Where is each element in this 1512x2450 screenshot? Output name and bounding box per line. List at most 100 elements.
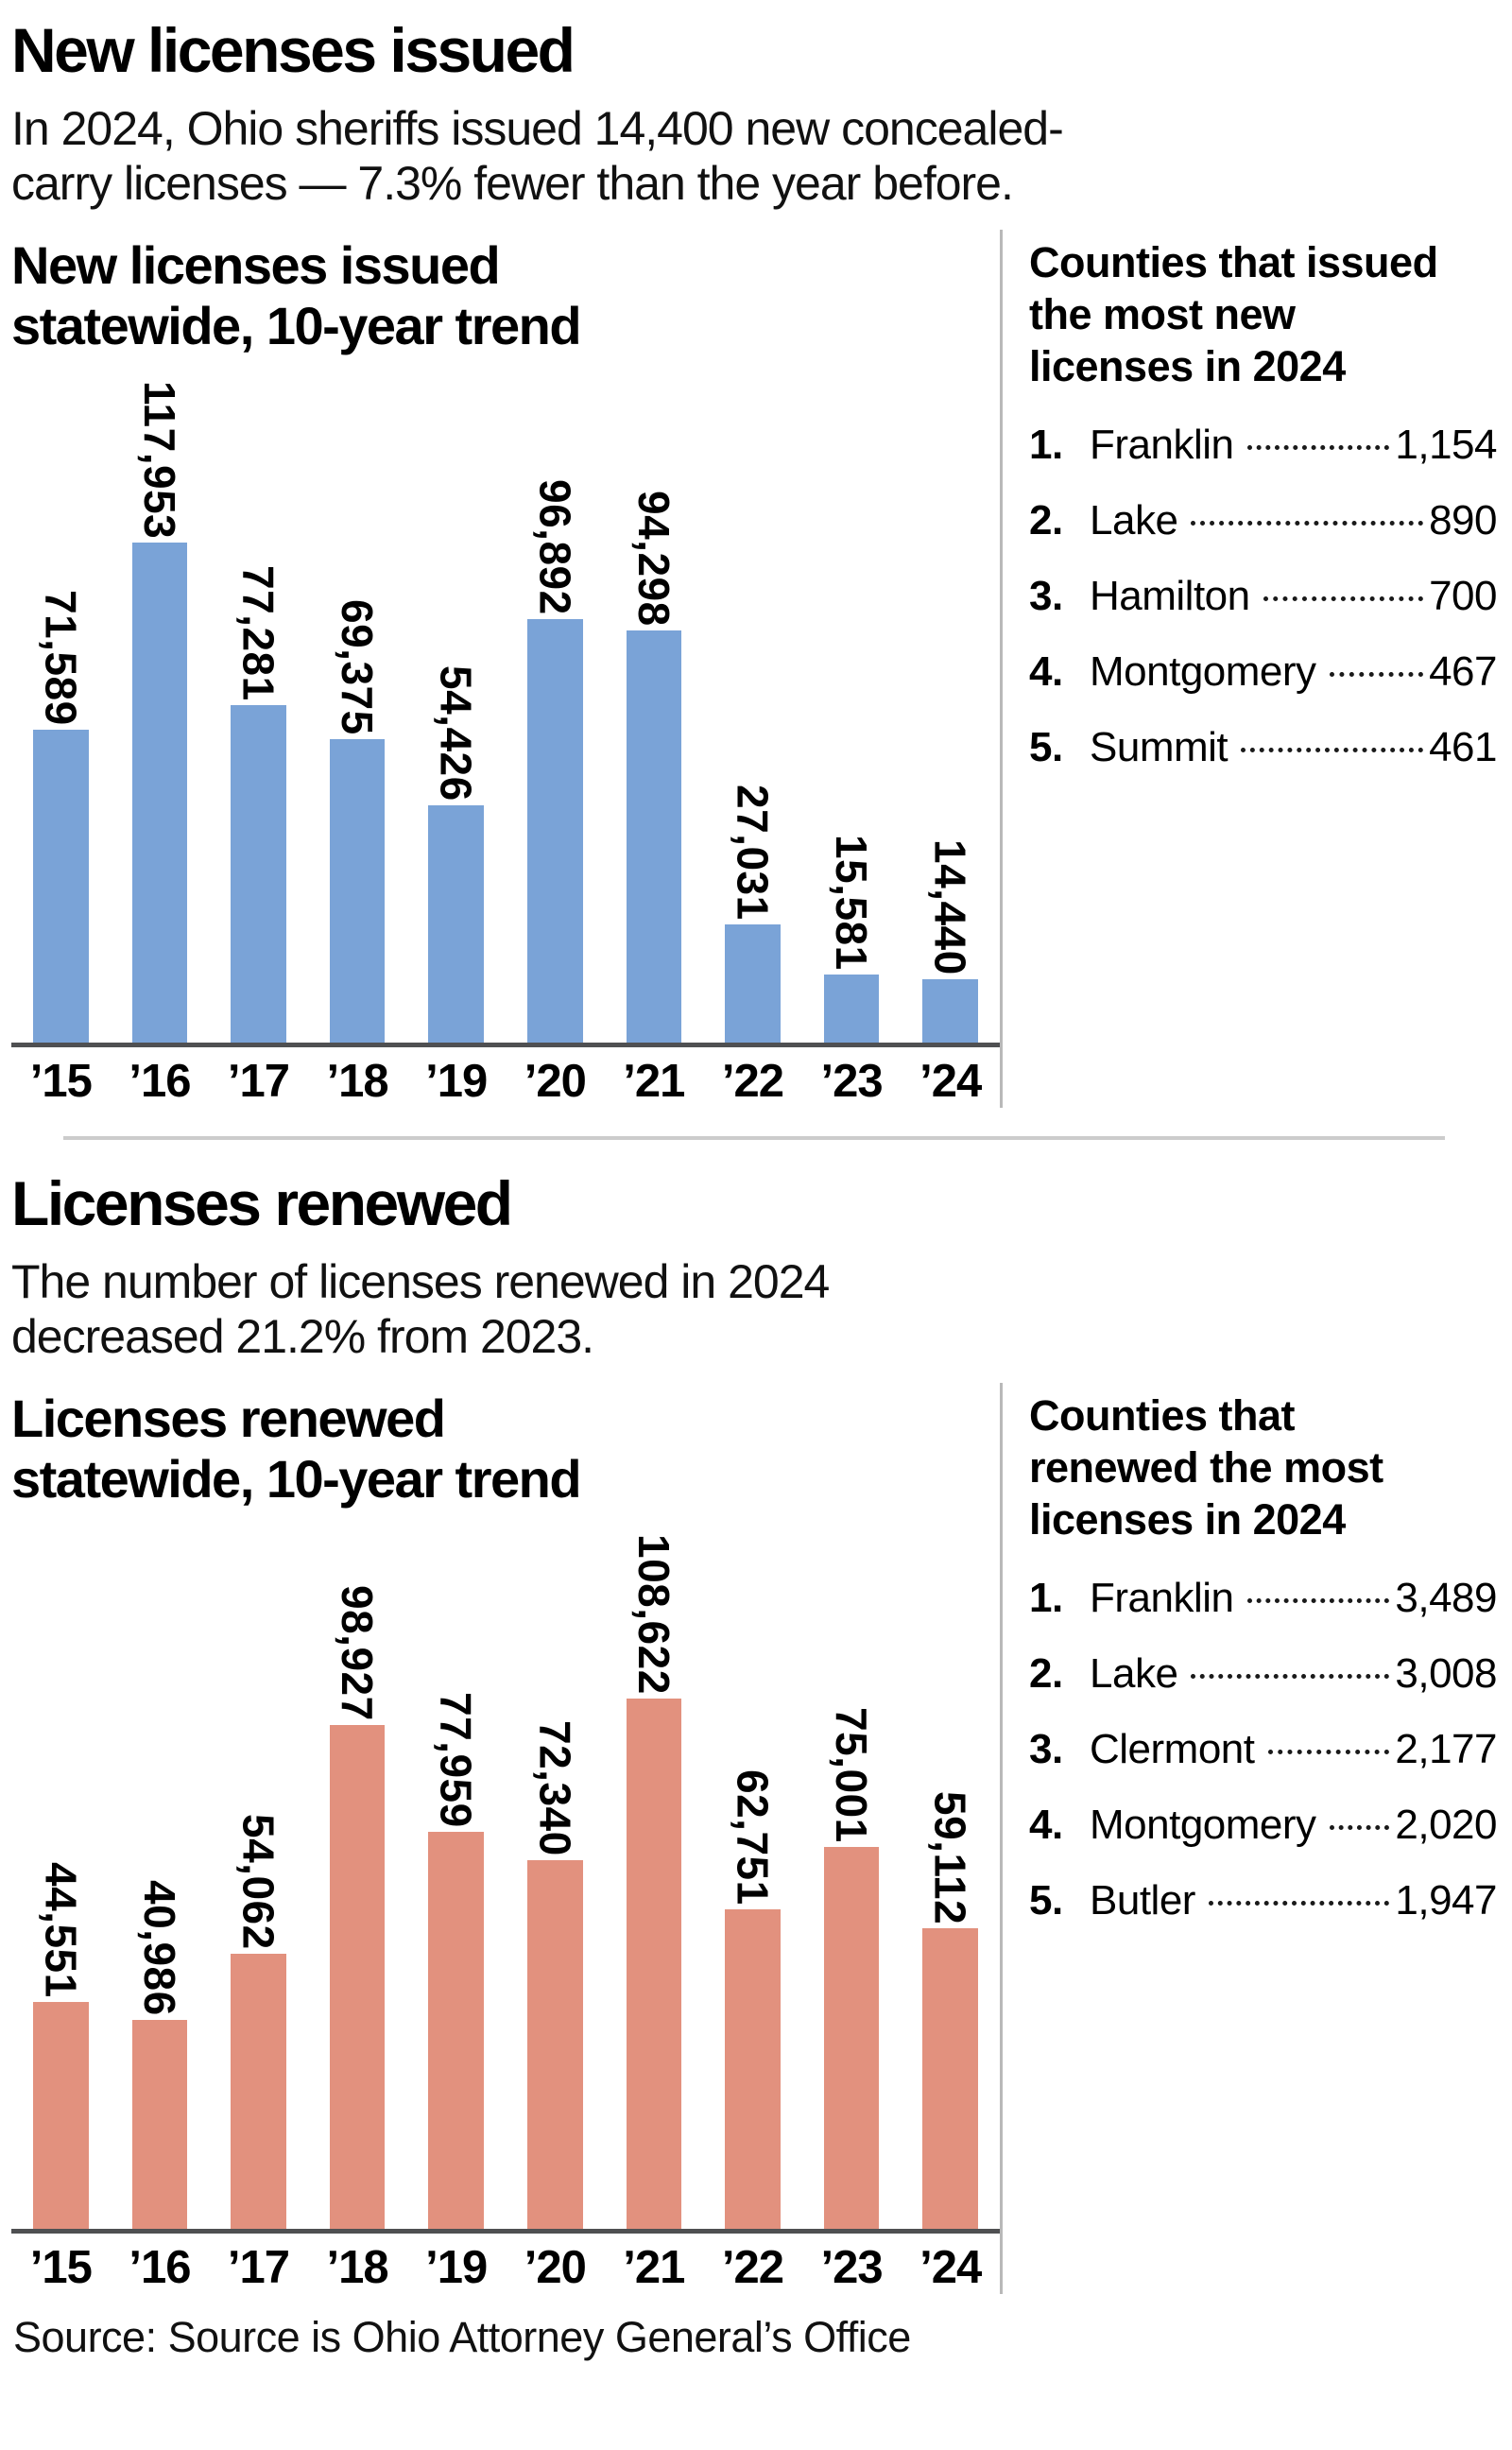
bar-column: 108,622 (605, 1534, 704, 2229)
county-rank: 3. (1029, 1725, 1063, 1772)
bar-value-label: 15,581 (827, 835, 877, 971)
county-rank: 3. (1029, 572, 1063, 619)
side-panel-renewed-counties: Counties that renewed the most licenses … (1000, 1383, 1497, 2294)
dot-leader (1246, 1597, 1390, 1603)
county-list-item: 4. Montgomery 2,020 (1029, 1802, 1497, 1849)
bar-column: 96,892 (506, 381, 605, 1043)
x-axis-tick-label: ’17 (227, 1055, 290, 1107)
bar-column: 27,031 (703, 381, 802, 1043)
x-axis-labels: ’15 ’16 ’17 ’18 ’19 ’20 ’21 ’22 ’23 ’24 (11, 1055, 1000, 1108)
chart-row-licenses-renewed: Licenses renewed statewide, 10-year tren… (11, 1383, 1497, 2294)
bar-column: 62,751 (703, 1534, 802, 2229)
dot-leader (1263, 595, 1424, 601)
county-list-item: 3. Clermont 2,177 (1029, 1726, 1497, 1773)
bar-column: 44,551 (11, 1534, 111, 2229)
bar (231, 1953, 286, 2229)
x-axis-tick-label: ’18 (326, 1055, 389, 1107)
x-axis-tick-label: ’22 (721, 1055, 784, 1107)
county-name: Summit (1090, 723, 1228, 770)
plot-area-licenses-renewed: 44,551 40,986 54,062 98,927 77,959 72,340 108,… (11, 1534, 1000, 2229)
x-axis-tick-label: ’21 (623, 1055, 685, 1107)
bar-column: 14,440 (901, 381, 1000, 1043)
section-licenses-renewed: Licenses renewed The number of licenses … (11, 1167, 1497, 2294)
source-attribution: Source: Source is Ohio Attorney General’… (13, 2312, 911, 2361)
county-name: Lake (1090, 496, 1178, 543)
bar-column: 77,281 (209, 381, 308, 1043)
section-title: New licenses issued (11, 15, 576, 85)
dot-leader (1241, 747, 1424, 752)
bar-value-label: 54,062 (233, 1814, 284, 1950)
section-title: Licenses renewed (11, 1167, 513, 1238)
county-value: 461 (1429, 723, 1497, 770)
county-name: Butler (1090, 1876, 1195, 1924)
bar-value-label: 77,959 (431, 1692, 481, 1828)
bar-column: 72,340 (506, 1534, 605, 2229)
dot-leader (1246, 444, 1390, 450)
bar-value-label: 75,001 (827, 1707, 877, 1843)
bar-chart-new-licenses: New licenses issued statewide, 10-year t… (11, 230, 1000, 1108)
county-name: Hamilton (1090, 572, 1250, 619)
bar (131, 543, 188, 1043)
bar-value-label: 27,031 (728, 785, 778, 921)
bar-value-label: 69,375 (333, 599, 383, 735)
bar (131, 2019, 188, 2229)
bar-column: 15,581 (802, 381, 902, 1043)
section-new-licenses: New licenses issued In 2024, Ohio sherif… (11, 15, 1497, 1108)
county-list-item: 3. Hamilton 700 (1029, 573, 1497, 620)
x-axis-tick-label: ’19 (425, 1055, 488, 1107)
bar (725, 923, 781, 1043)
county-value: 2,020 (1395, 1801, 1497, 1848)
county-name: Montgomery (1090, 647, 1316, 695)
county-list-item: 2. Lake 890 (1029, 497, 1497, 544)
county-list-item: 4. Montgomery 467 (1029, 648, 1497, 696)
bar-value-label: 14,440 (925, 839, 975, 975)
bar (626, 1698, 682, 2229)
x-axis-tick-label: ’24 (919, 1055, 982, 1107)
side-panel-title: Counties that renewed the most licenses … (1029, 1391, 1383, 1544)
plot-area-new-licenses: 71,589 117,953 77,281 69,375 54,426 96,892 94,… (11, 381, 1000, 1043)
bar-value-label: 96,892 (530, 479, 580, 615)
x-axis-tick-label: ’20 (524, 2241, 587, 2293)
bar-value-label: 62,751 (728, 1769, 778, 1906)
county-value: 890 (1429, 496, 1497, 543)
chart-title: New licenses issued statewide, 10-year t… (11, 235, 582, 356)
bar (626, 630, 682, 1043)
x-axis-line (11, 2228, 1000, 2234)
county-rank: 4. (1029, 647, 1063, 695)
bar (922, 978, 978, 1043)
county-rank: 2. (1029, 496, 1063, 543)
section-divider-rule (63, 1135, 1445, 1140)
bar (33, 729, 89, 1043)
county-rank: 4. (1029, 1801, 1063, 1848)
bar-value-label: 77,281 (233, 565, 284, 701)
county-rank: 1. (1029, 421, 1063, 468)
county-rank-list: 1. Franklin 3,489 2. Lake 3,008 3. Clermont 2,17… (1029, 1575, 1497, 1924)
county-value: 2,177 (1395, 1725, 1497, 1772)
county-name: Franklin (1090, 1574, 1234, 1621)
county-list-item: 5. Butler 1,947 (1029, 1877, 1497, 1924)
bar-value-label: 71,589 (36, 590, 86, 726)
side-panel-title: Counties that issued the most new licens… (1029, 238, 1438, 391)
x-axis-tick-label: ’15 (29, 1055, 93, 1107)
bar-column: 77,959 (406, 1534, 506, 2229)
county-value: 700 (1429, 572, 1497, 619)
bar (823, 1846, 880, 2229)
bar-column: 69,375 (308, 381, 407, 1043)
county-value: 1,947 (1395, 1876, 1497, 1924)
bar-value-label: 94,298 (628, 491, 679, 627)
bar-column: 94,298 (605, 381, 704, 1043)
county-rank: 2. (1029, 1649, 1063, 1697)
dot-leader (1191, 520, 1424, 526)
bar (329, 1724, 386, 2229)
bar (725, 1908, 781, 2229)
bar-column: 40,986 (111, 1534, 210, 2229)
side-panel-issued-counties: Counties that issued the most new licens… (1000, 230, 1497, 1108)
county-rank: 5. (1029, 1876, 1063, 1924)
bar (33, 2001, 89, 2229)
bar-value-label: 72,340 (530, 1720, 580, 1856)
bar-value-label: 40,986 (134, 1880, 184, 2016)
county-value: 1,154 (1395, 421, 1497, 468)
bar (428, 804, 484, 1043)
x-axis-line (11, 1042, 1000, 1047)
x-axis-tick-label: ’18 (326, 2241, 389, 2293)
